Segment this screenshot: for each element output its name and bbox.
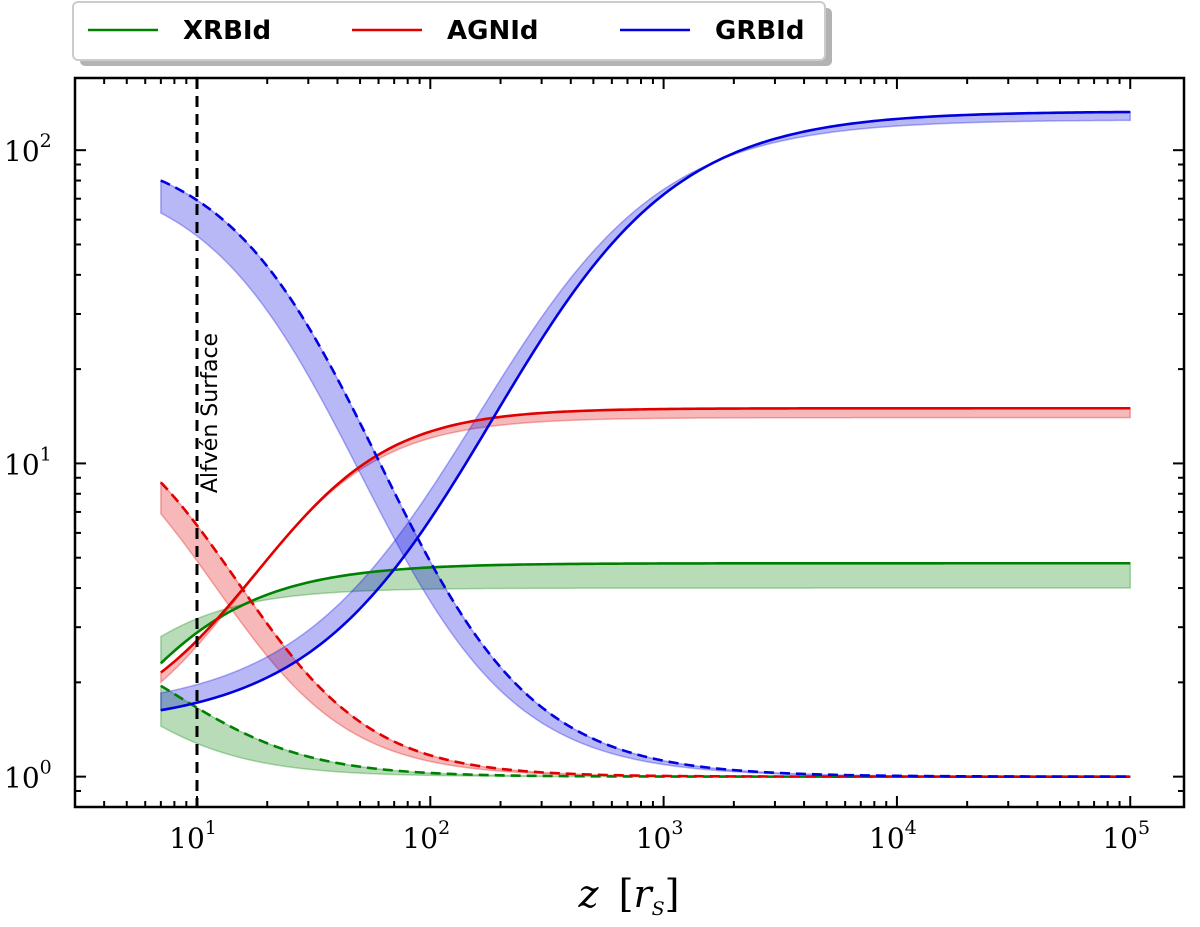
y-tick-base: 10 bbox=[4, 448, 40, 481]
x-tick-label: 102 bbox=[402, 817, 450, 855]
legend-items: XRBId AGNId GRBId bbox=[88, 16, 804, 46]
legend-label-grbid: GRBId bbox=[715, 16, 804, 46]
series-layer bbox=[159, 110, 1131, 778]
x-tick-exp: 1 bbox=[205, 817, 217, 839]
x-tick-label: 105 bbox=[1102, 817, 1150, 855]
x-tick-exp: 2 bbox=[438, 817, 450, 839]
x-tick-label: 101 bbox=[169, 817, 217, 855]
x-tick-exp: 4 bbox=[905, 817, 917, 839]
x-axis-var: z bbox=[578, 872, 600, 916]
xrbid-dashed-band bbox=[160, 684, 1131, 778]
xrbid-dashed-line bbox=[160, 684, 1131, 778]
x-tick-label: 103 bbox=[636, 817, 684, 855]
x-tick-base: 10 bbox=[869, 822, 905, 855]
x-tick-base: 10 bbox=[169, 822, 205, 855]
alfven-surface-label: Alfvén Surface bbox=[198, 333, 223, 493]
agnid-dashed-line bbox=[159, 481, 1131, 778]
x-axis-unit: r bbox=[633, 872, 654, 916]
grbid-solid-line bbox=[160, 110, 1131, 712]
legend-label-xrbid: XRBId bbox=[183, 16, 271, 46]
legend-box bbox=[72, 1, 826, 61]
y-tick-label: 101 bbox=[4, 443, 52, 481]
legend-label-agnid: AGNId bbox=[447, 16, 539, 46]
x-tick-label: 104 bbox=[869, 817, 917, 855]
y-tick-exp: 1 bbox=[40, 443, 52, 465]
x-axis-unit-sub: S bbox=[652, 898, 665, 920]
y-tick-label: 102 bbox=[4, 130, 52, 168]
grbid-dashed-line bbox=[160, 179, 1131, 778]
x-tick-base: 10 bbox=[1102, 822, 1138, 855]
xrbid-solid-line bbox=[159, 561, 1131, 665]
x-tick-exp: 5 bbox=[1138, 817, 1150, 839]
x-axis-title: z [rS] bbox=[578, 872, 680, 920]
annotation-layer: Alfvén Surface bbox=[195, 78, 223, 807]
y-tick-base: 10 bbox=[4, 135, 40, 168]
plot-frame bbox=[73, 76, 1186, 809]
y-tick-exp: 0 bbox=[40, 757, 52, 779]
y-tick-label: 100 bbox=[4, 757, 52, 795]
agnid-dashed-band bbox=[160, 480, 1131, 778]
x-tick-exp: 3 bbox=[671, 817, 683, 839]
x-tick-base: 10 bbox=[636, 822, 672, 855]
x-tick-base: 10 bbox=[402, 822, 438, 855]
agnid-solid-line bbox=[160, 406, 1131, 674]
y-tick-exp: 2 bbox=[40, 130, 52, 152]
legend: XRBId AGNId GRBId bbox=[72, 1, 832, 66]
y-tick-base: 10 bbox=[4, 762, 40, 795]
